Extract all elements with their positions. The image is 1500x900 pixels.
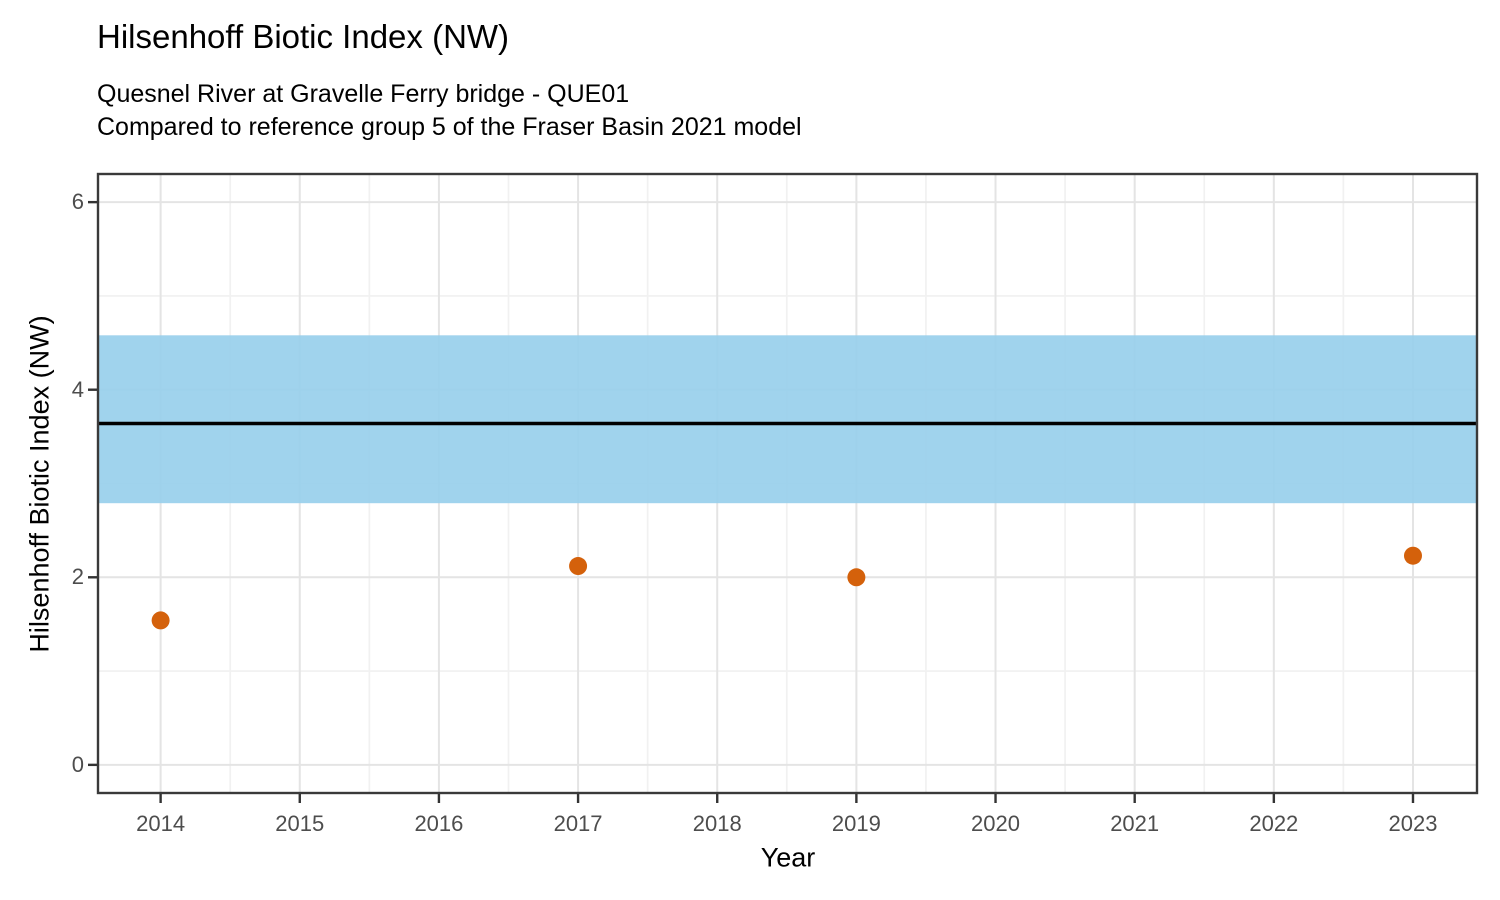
subtitle-line-2: Compared to reference group 5 of the Fra… [97,113,802,141]
chart-title: Hilsenhoff Biotic Index (NW) [97,18,510,55]
data-point [151,611,170,630]
data-point [847,568,866,587]
chart-subtitle: Quesnel River at Gravelle Ferry bridge -… [97,78,802,144]
x-axis-title: Year [760,842,816,873]
data-point [569,557,588,576]
subtitle-line-1: Quesnel River at Gravelle Ferry bridge -… [97,80,630,108]
data-point [1403,546,1422,565]
y-axis-title: Hilsenhoff Biotic Index (NW) [24,315,55,653]
panel-border [96,172,1479,795]
reference-band [98,335,1477,504]
